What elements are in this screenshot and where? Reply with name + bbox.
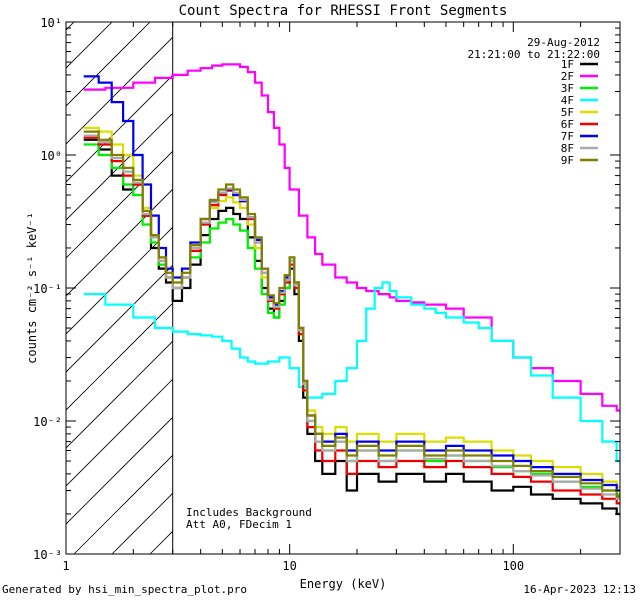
y-tick-label: 10⁻³ <box>33 548 62 562</box>
series-layer <box>83 22 620 554</box>
y-tick-label: 10⁰ <box>40 149 62 163</box>
hatch-line <box>66 226 173 335</box>
hatch-line <box>73 454 173 554</box>
x-tick-label: 10 <box>282 559 296 573</box>
hatch-line <box>66 378 173 487</box>
chart-title: Count Spectra for RHESSI Front Segments <box>179 3 508 19</box>
y-tick-label: 10⁻² <box>33 415 62 429</box>
hatch-line <box>66 22 75 31</box>
hatch-line <box>66 416 173 525</box>
hatch-line <box>66 302 173 411</box>
hatch-line <box>378 0 640 554</box>
annotation-attenuator: Att A0, FDecim 1 <box>186 518 292 531</box>
hatch-line <box>66 22 151 107</box>
hatch-line <box>606 0 640 554</box>
x-tick-label: 1 <box>62 559 69 573</box>
hatch-line <box>66 264 173 373</box>
time-range-label: 21:21:00 to 21:22:00 <box>468 48 600 61</box>
hatch-line <box>264 0 640 554</box>
legend-label-3F: 3F <box>561 82 574 95</box>
hatch-line <box>66 188 173 297</box>
hatch-line <box>568 0 640 554</box>
legend-label-6F: 6F <box>561 118 574 131</box>
hatch-line <box>66 74 173 183</box>
annotation-background: Includes Background <box>186 506 312 519</box>
y-tick-label: 10⁻¹ <box>33 282 62 296</box>
legend-label-5F: 5F <box>561 106 574 119</box>
hatch-line <box>340 0 640 554</box>
legend-label-2F: 2F <box>561 70 574 83</box>
legend-label-1F: 1F <box>561 58 574 71</box>
series-line-4F <box>83 281 620 463</box>
series-line-8F <box>83 134 620 500</box>
series-line-2F <box>83 63 620 412</box>
y-tick-label: 10¹ <box>40 16 62 30</box>
legend-label-8F: 8F <box>561 142 574 155</box>
series-line-5F <box>83 126 620 488</box>
series-line-6F <box>83 136 620 505</box>
hatch-line <box>302 0 640 554</box>
x-tick-label: 100 <box>502 559 524 573</box>
legend-label-9F: 9F <box>561 154 574 167</box>
date-label: 29-Aug-2012 <box>527 36 600 49</box>
series-line-9F <box>83 130 620 498</box>
footer-timestamp: 16-Apr-2023 12:13 <box>523 583 636 596</box>
axes: 1 10 100 10⁻³ 10⁻² 10⁻¹ 10⁰ 10¹ <box>33 16 621 573</box>
y-axis-label: counts cm⁻² s⁻¹ keV⁻¹ <box>25 212 39 364</box>
x-axis-label: Energy (keV) <box>300 577 387 591</box>
legend-label-7F: 7F <box>561 130 574 143</box>
footer-generated-by: Generated by hsi_min_spectra_plot.pro <box>2 583 248 596</box>
legend-label-4F: 4F <box>561 94 574 107</box>
hatch-line <box>0 0 26 554</box>
